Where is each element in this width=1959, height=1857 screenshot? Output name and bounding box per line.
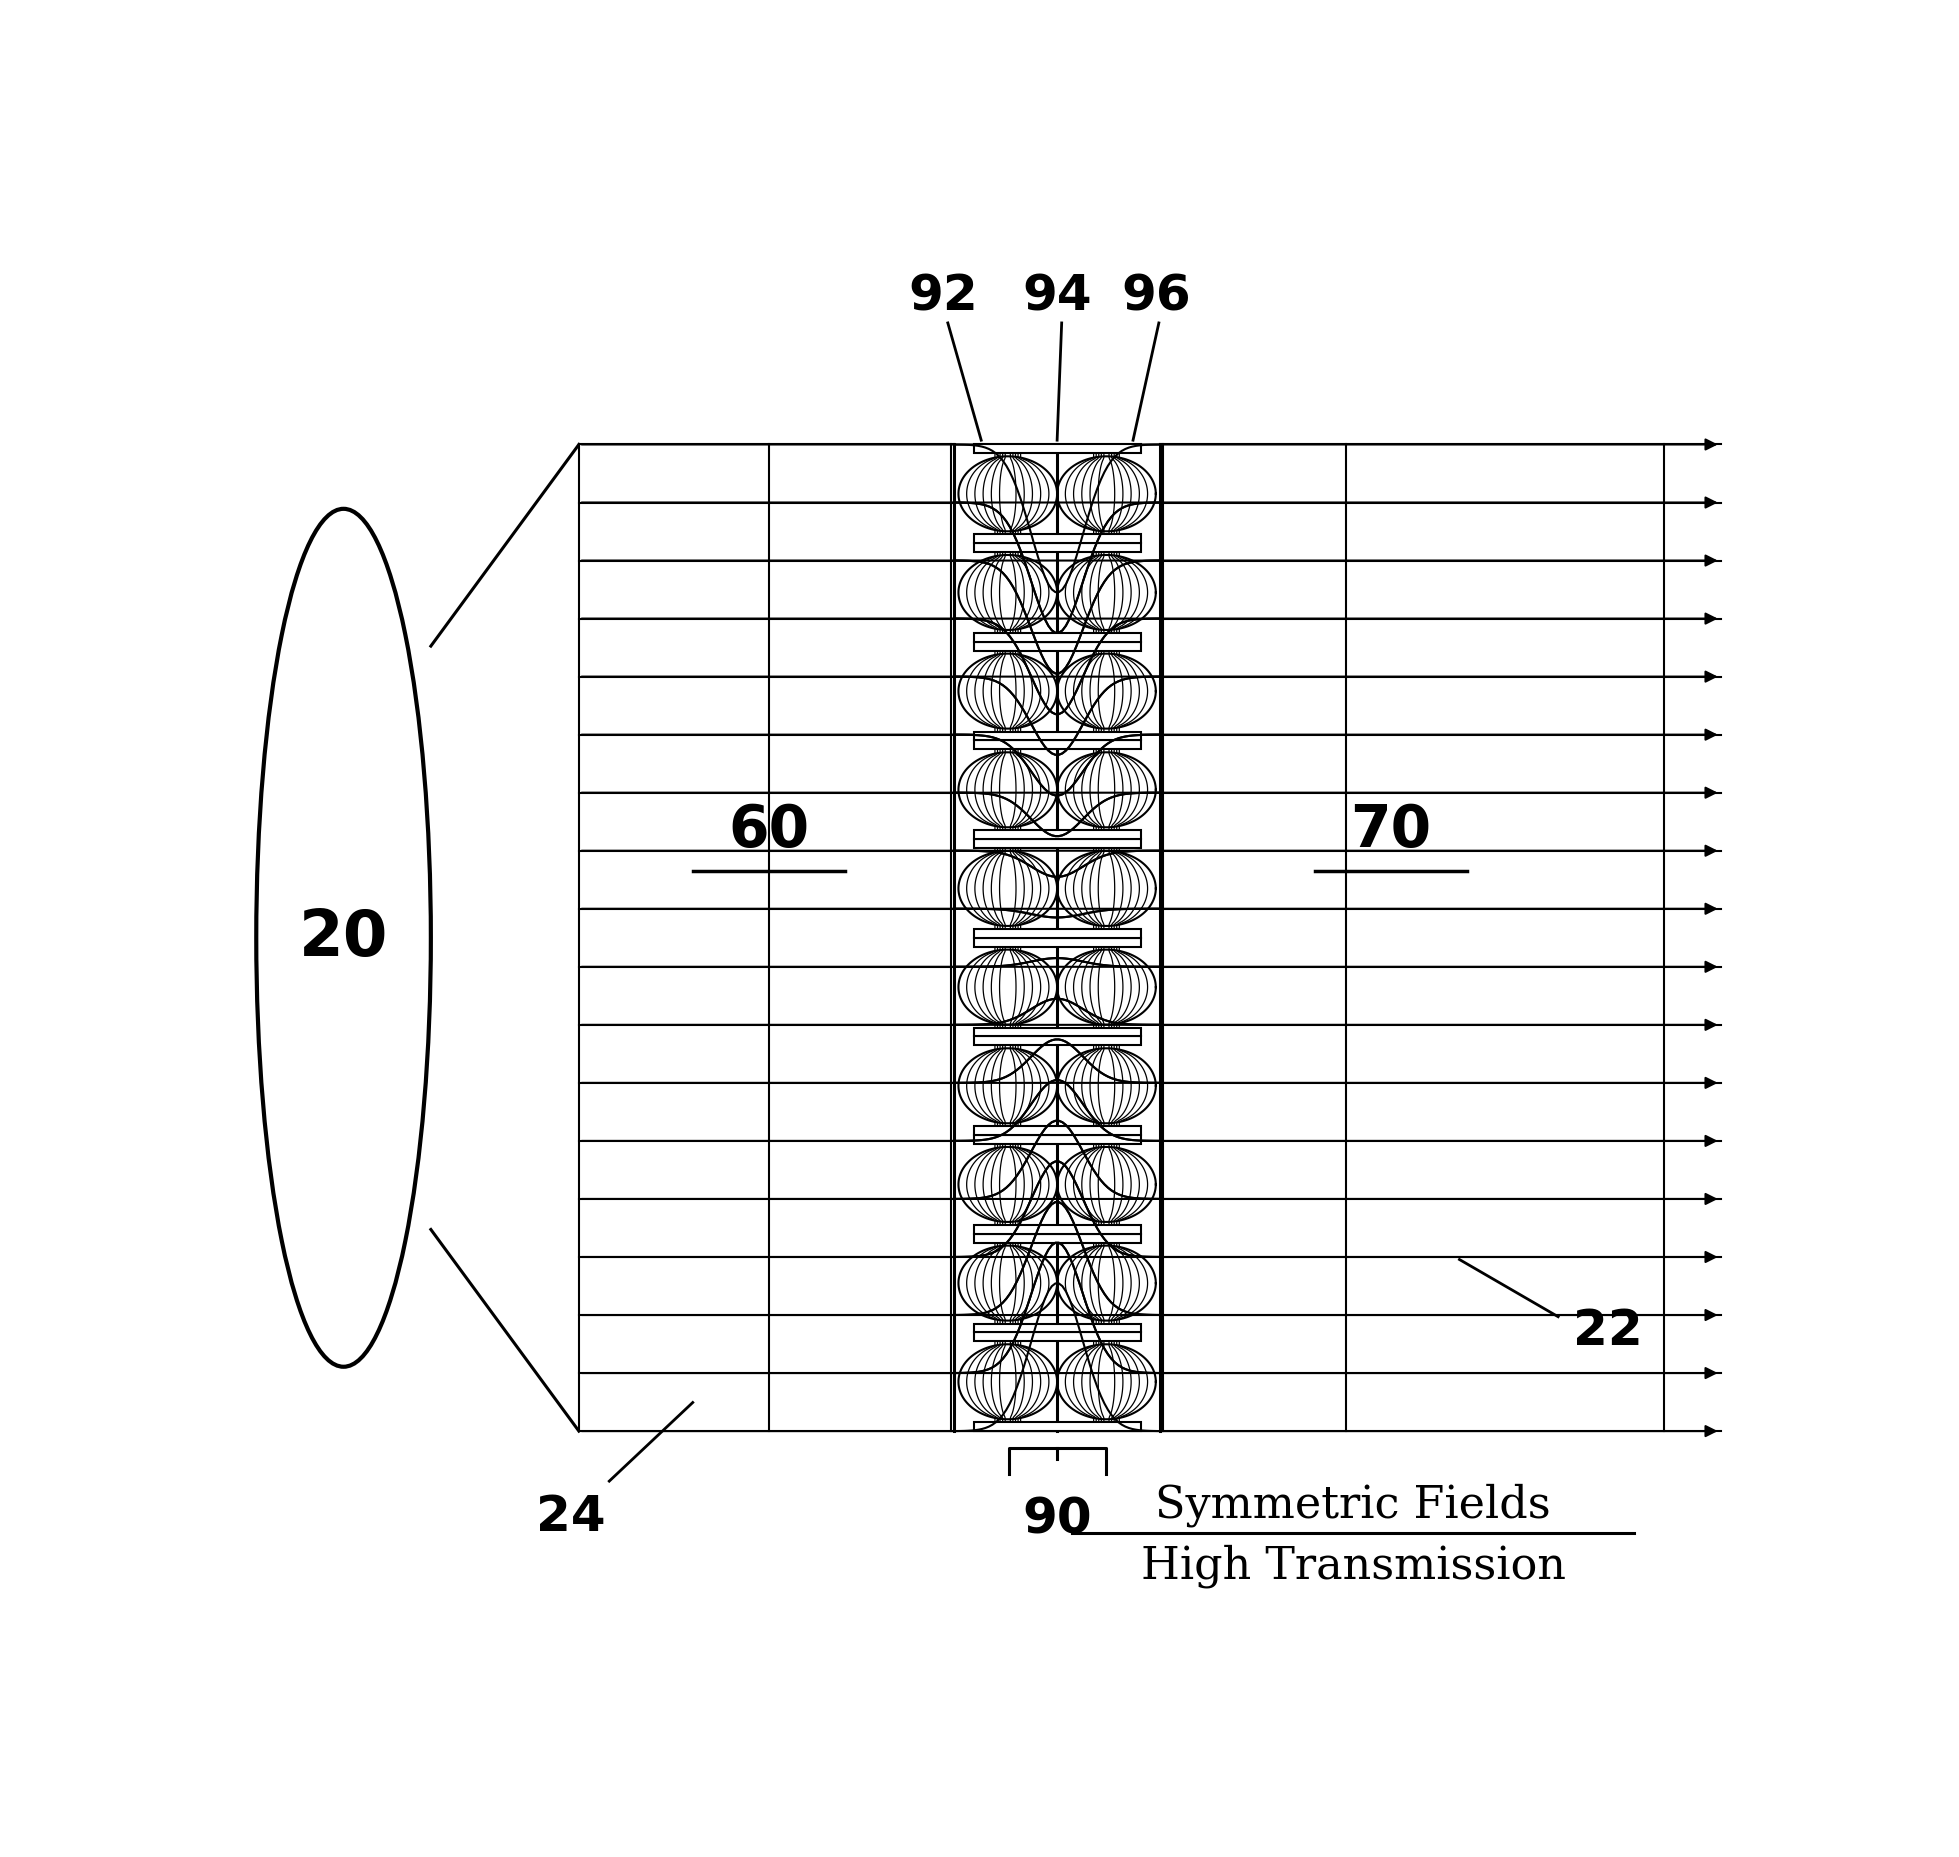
Text: 96: 96 (1121, 273, 1191, 319)
Bar (974, 928, 1140, 938)
Bar (974, 741, 1140, 750)
Bar (974, 1135, 1140, 1144)
Bar (974, 1027, 1140, 1036)
Bar (974, 732, 1140, 741)
Bar (974, 444, 1140, 453)
Text: 90: 90 (1023, 1495, 1091, 1543)
Bar (974, 542, 1140, 552)
Bar (974, 839, 1140, 849)
Bar (974, 1125, 1140, 1135)
Text: 70: 70 (1350, 802, 1432, 860)
Text: 24: 24 (537, 1493, 605, 1541)
Text: Symmetric Fields: Symmetric Fields (1156, 1484, 1552, 1526)
Bar (974, 938, 1140, 947)
Text: 60: 60 (729, 802, 809, 860)
Text: 94: 94 (1023, 273, 1091, 319)
Bar (974, 830, 1140, 839)
Bar (974, 1233, 1140, 1242)
Bar (974, 1333, 1140, 1341)
Bar (974, 1324, 1140, 1333)
Text: 22: 22 (1573, 1307, 1644, 1356)
Bar (974, 1226, 1140, 1233)
Text: 92: 92 (909, 273, 978, 319)
Bar (974, 633, 1140, 643)
Bar (974, 643, 1140, 650)
Text: High Transmission: High Transmission (1140, 1543, 1565, 1588)
Bar (974, 1036, 1140, 1045)
Text: 20: 20 (300, 906, 388, 969)
Bar (974, 1422, 1140, 1432)
Bar (974, 535, 1140, 542)
